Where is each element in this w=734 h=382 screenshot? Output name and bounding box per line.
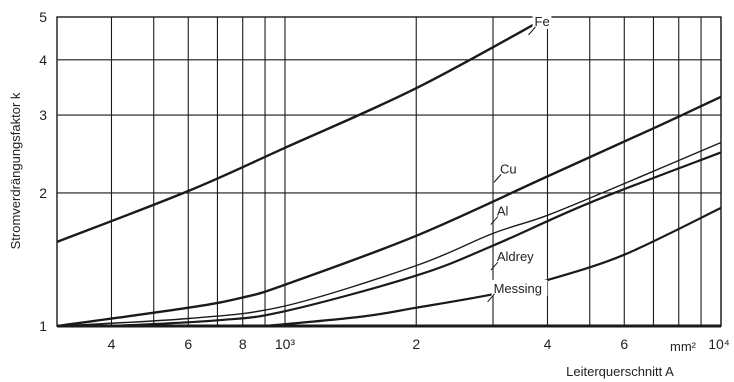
series-label-al: Al [497, 204, 509, 219]
grid [57, 16, 722, 327]
y-tick-label: 1 [39, 318, 47, 334]
series-label-messing: Messing [494, 281, 542, 296]
series-label-bg [494, 248, 544, 265]
tick-labels: 1 2 3 4 5 4 6 8 10³ 2 4 6 10⁴ [39, 9, 730, 352]
series-label-bg [498, 160, 517, 177]
y-tick-label: 5 [39, 9, 47, 25]
y-axis-label: Stromverdrängungsfaktor k [8, 92, 23, 249]
x-tick-label: 10³ [275, 336, 296, 352]
series-label-bg [491, 279, 548, 296]
x-tick-label: 2 [412, 336, 420, 352]
series-label-leader [487, 293, 495, 303]
series-label-fe: Fe [535, 14, 550, 29]
series-label-leader [528, 26, 536, 36]
series-line-al [57, 141, 721, 326]
series-lines [57, 17, 721, 326]
x-tick-label: 8 [239, 336, 247, 352]
y-tick-label: 4 [39, 52, 47, 68]
plot-frame [56, 16, 722, 327]
series-label-leader [490, 261, 499, 271]
series-label-leader [490, 216, 499, 225]
series-label-bg [494, 202, 514, 219]
series-label-bg [532, 12, 552, 29]
x-tick-label: 6 [184, 336, 192, 352]
x-tick-label: 6 [620, 336, 628, 352]
y-tick-label: 2 [39, 185, 47, 201]
y-tick-label: 3 [39, 107, 47, 123]
series-label-cu: Cu [500, 161, 517, 176]
axes [56, 16, 722, 328]
x-axis-label: Leiterquerschnitt A [566, 364, 674, 379]
x-tick-label: 10⁴ [708, 336, 730, 352]
series-line-fe [57, 17, 549, 244]
x-tick-label: 4 [544, 336, 552, 352]
series-line-aldrey [110, 151, 721, 326]
series-label-leader [493, 174, 502, 183]
series-line-cu [57, 95, 721, 326]
series-labels: Fe Cu Al Aldrey Messing [487, 12, 552, 303]
x-unit-label: mm² [670, 339, 697, 354]
series-label-aldrey: Aldrey [497, 249, 534, 264]
x-tick-label: 4 [108, 336, 116, 352]
